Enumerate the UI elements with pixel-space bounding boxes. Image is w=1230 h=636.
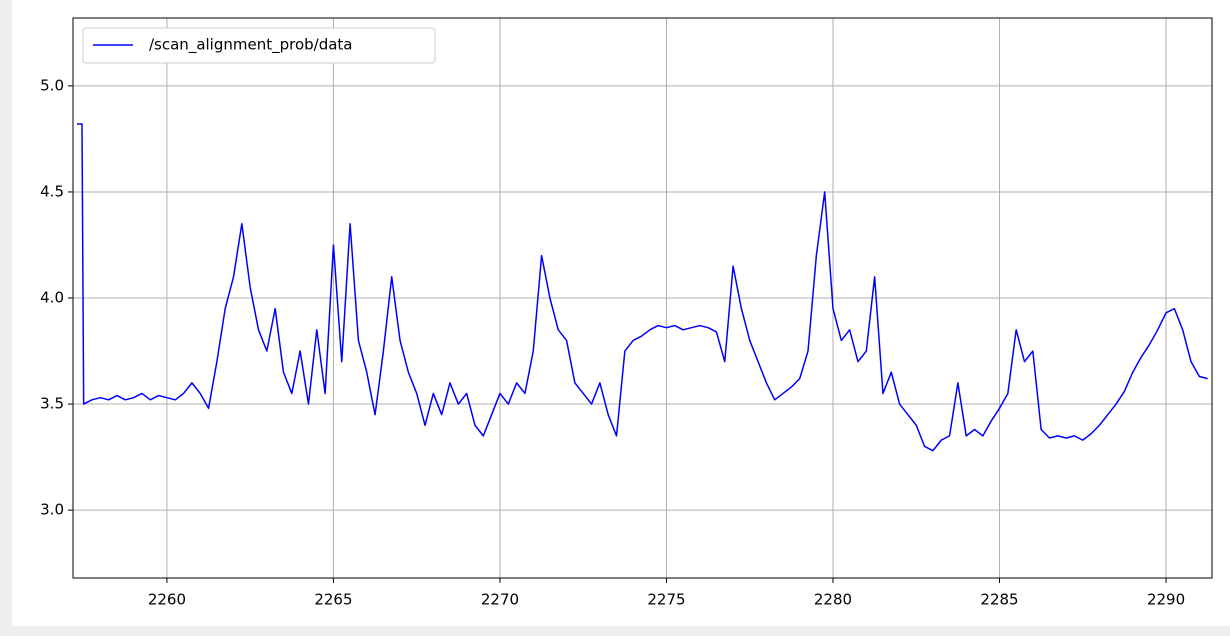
y-tick-label: 4.5 (40, 182, 64, 200)
plot-frame (72, 17, 1213, 579)
y-tick-label: 3.0 (40, 501, 64, 519)
legend-label: /scan_alignment_prob/data (149, 36, 353, 55)
x-tick-label: 2285 (980, 591, 1018, 609)
x-tick-label: 2290 (1147, 591, 1185, 609)
y-tick-label: 3.5 (40, 395, 64, 413)
y-tick-label: 5.0 (40, 76, 64, 94)
figure (12, 0, 1230, 626)
x-tick-label: 2260 (148, 591, 186, 609)
data-line (77, 123, 1208, 452)
x-tick-label: 2275 (647, 591, 685, 609)
y-tick-label: 4.0 (40, 289, 64, 307)
x-tick-label: 2265 (314, 591, 352, 609)
legend-box (82, 27, 436, 64)
x-tick-label: 2280 (814, 591, 852, 609)
x-tick-label: 2270 (481, 591, 519, 609)
